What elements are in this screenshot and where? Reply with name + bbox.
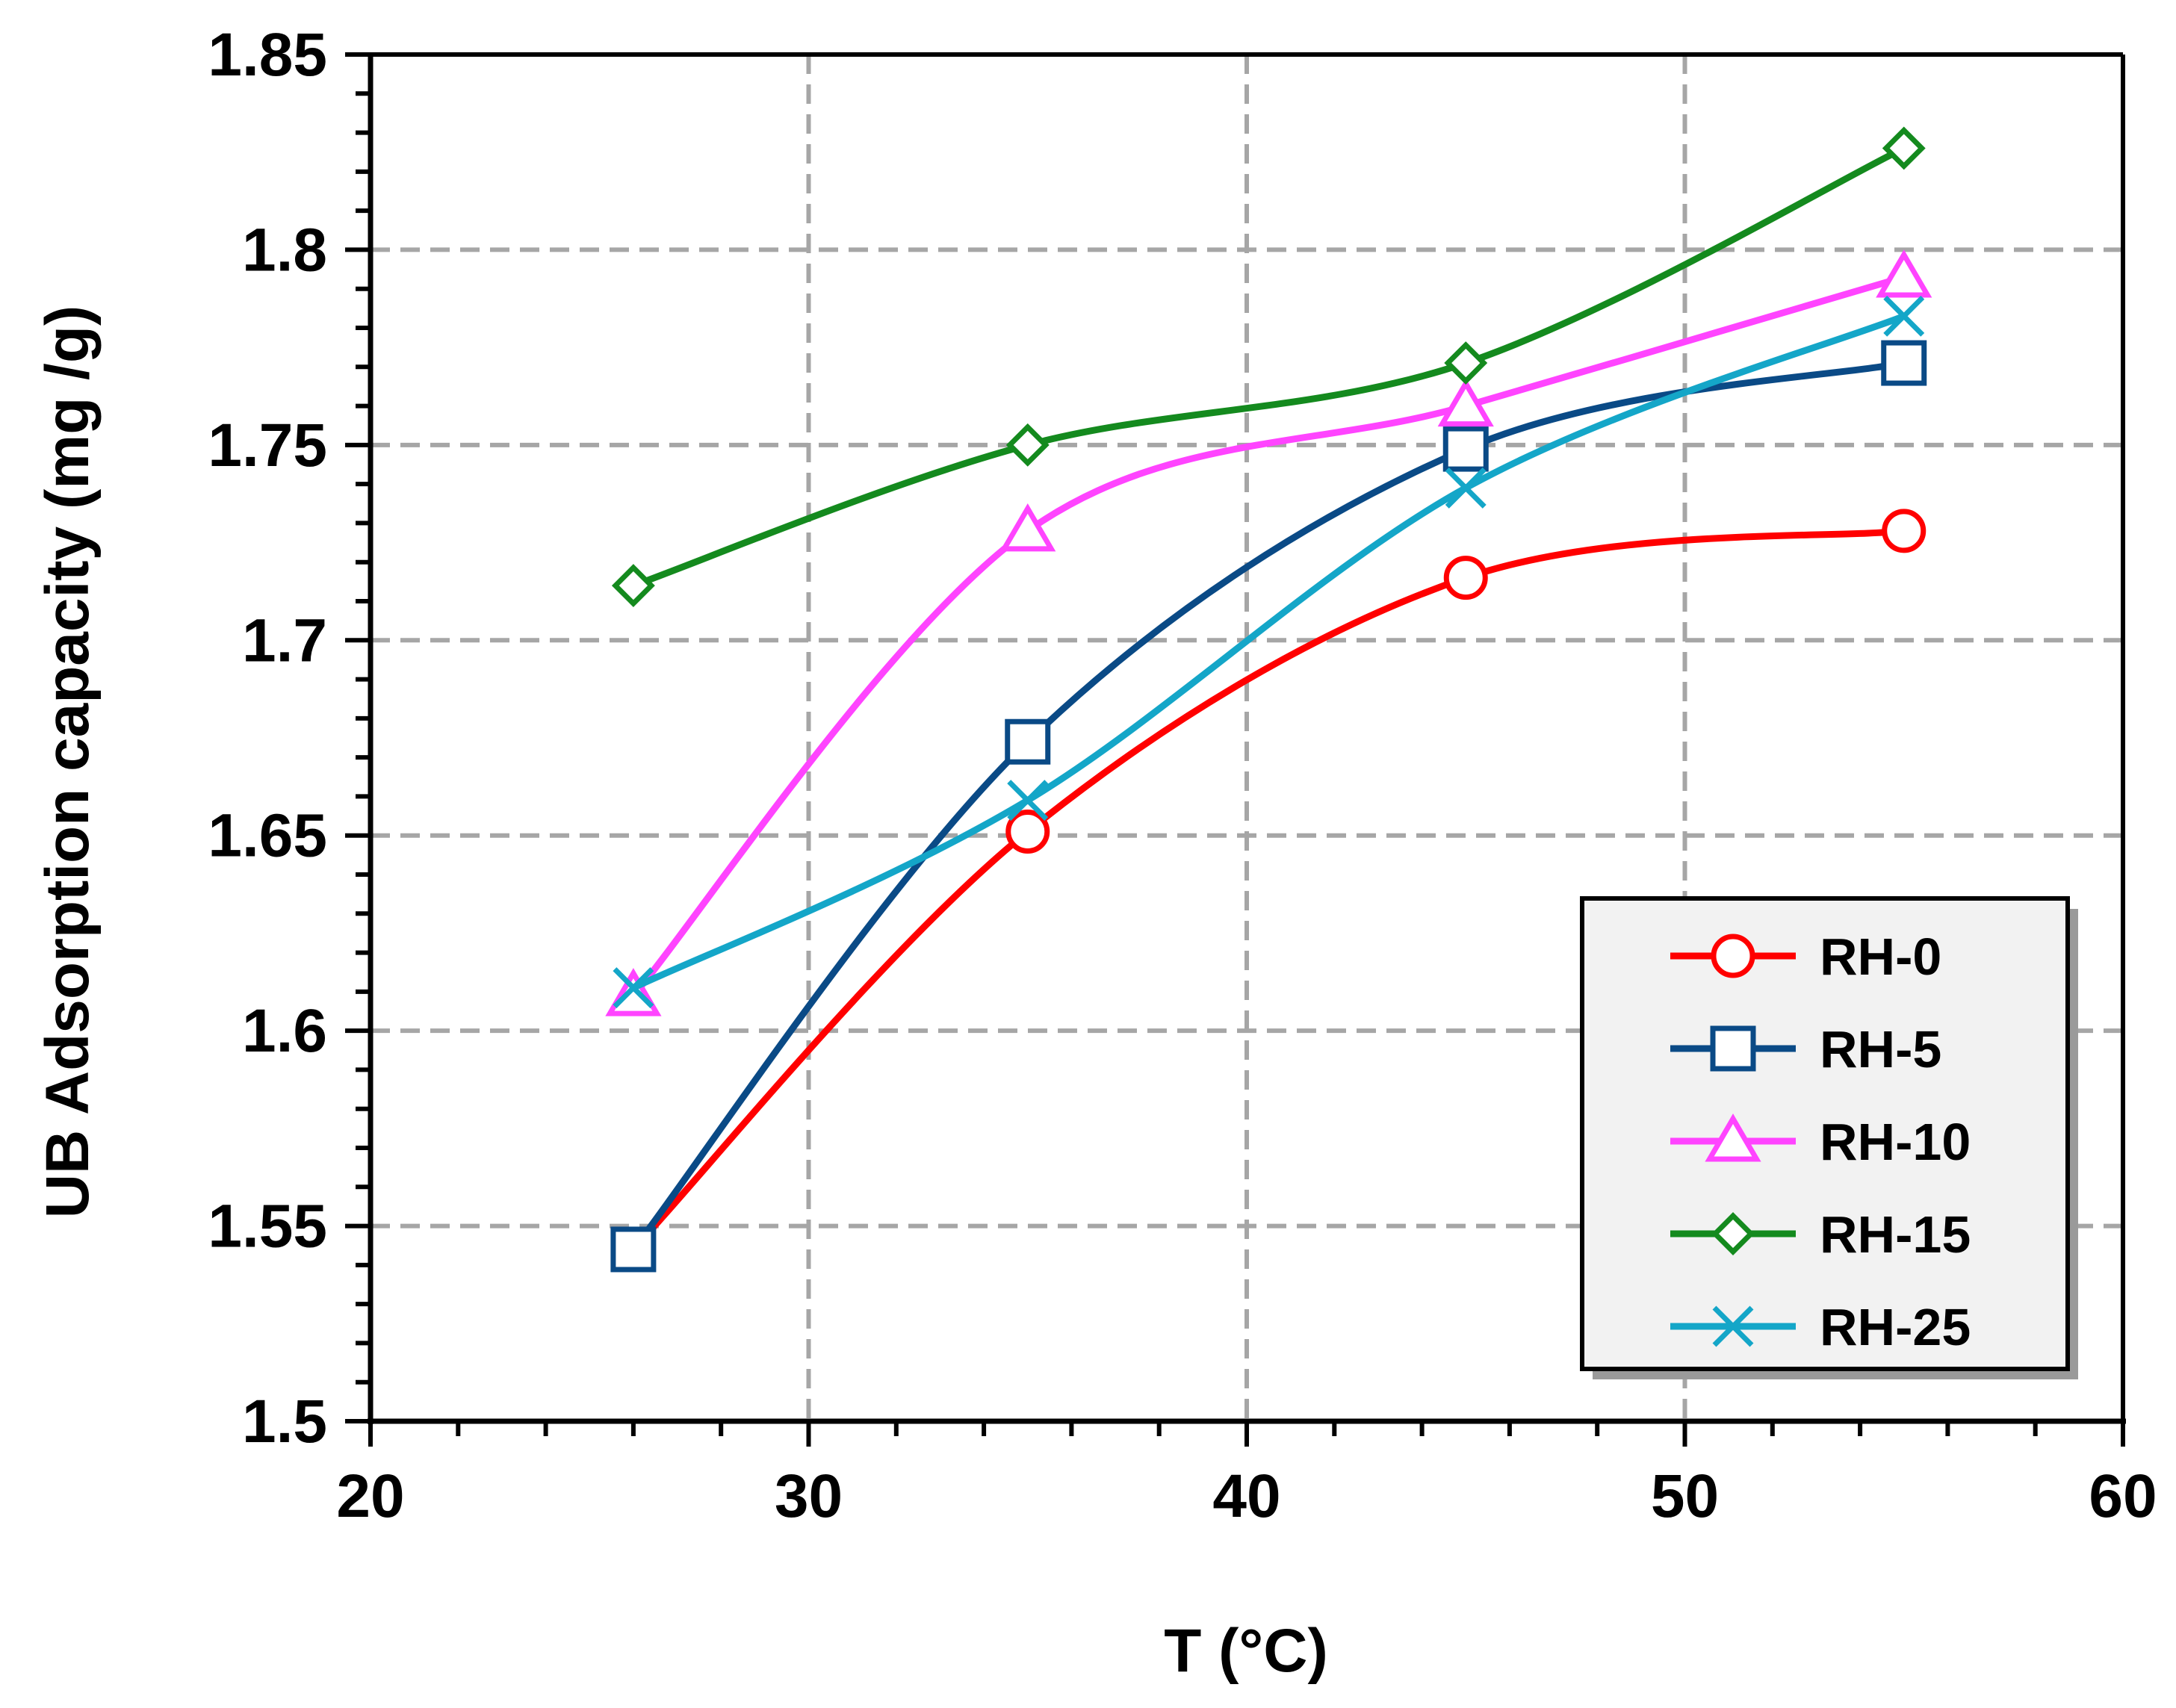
ticks bbox=[345, 52, 2125, 1447]
data-point-rh-25 bbox=[613, 967, 654, 1009]
legend-box bbox=[1580, 896, 2070, 1371]
series-rh-15 bbox=[611, 126, 1926, 608]
x-tick-label: 30 bbox=[775, 1462, 843, 1530]
x-axis-title: T (°C) bbox=[1164, 1617, 1328, 1685]
x-tick-label: 40 bbox=[1212, 1462, 1280, 1530]
data-point-rh-0 bbox=[1882, 509, 1927, 553]
data-point-rh-25 bbox=[1883, 295, 1925, 337]
data-point-rh-5 bbox=[1881, 340, 1927, 386]
data-point-rh-10 bbox=[1437, 378, 1494, 427]
data-point-rh-25 bbox=[1007, 780, 1049, 822]
legend-marker bbox=[1712, 1305, 1754, 1347]
series-rh-10 bbox=[605, 249, 1932, 1016]
data-point-rh-5 bbox=[1005, 718, 1051, 765]
x-tick-label: 60 bbox=[2089, 1462, 2157, 1530]
data-point-rh-5 bbox=[1442, 426, 1489, 472]
data-point-rh-15 bbox=[1005, 423, 1050, 467]
legend-item-rh-10: RH-10 bbox=[1670, 1113, 1971, 1171]
legend-marker bbox=[1705, 1114, 1761, 1162]
series-line-rh-0 bbox=[630, 527, 1908, 1253]
legend-label: RH-5 bbox=[1820, 1020, 1941, 1078]
legend-label: RH-0 bbox=[1820, 928, 1941, 986]
y-tick-label: 1.8 bbox=[242, 216, 327, 284]
legend-item-rh-5: RH-5 bbox=[1670, 1020, 1941, 1078]
legend-marker bbox=[1711, 934, 1755, 978]
legend-marker bbox=[1711, 1212, 1755, 1255]
x-tick-label: 50 bbox=[1651, 1462, 1719, 1530]
legend: RH-0 RH-5 RH-10 RH-15 RH-25 bbox=[1580, 896, 2078, 1379]
y-tick-label: 1.5 bbox=[242, 1388, 327, 1456]
legend-item-rh-25: RH-25 bbox=[1670, 1298, 1971, 1356]
tick-labels: 1.5 1.55 1.6 1.65 1.7 1.75 1.8 1.85 20 30 40 50 60 bbox=[208, 21, 2157, 1530]
y-axis-title: UB Adsorption capacity (mg /g) bbox=[34, 305, 102, 1218]
y-tick-label: 1.7 bbox=[242, 606, 327, 674]
y-tick-label: 1.75 bbox=[208, 412, 327, 479]
data-point-rh-15 bbox=[611, 564, 655, 608]
series-layer bbox=[605, 126, 1932, 1273]
legend-item-rh-0: RH-0 bbox=[1670, 928, 1941, 986]
data-point-rh-10 bbox=[999, 503, 1056, 552]
data-point-rh-15 bbox=[1882, 126, 1926, 170]
data-point-rh-0 bbox=[1443, 556, 1488, 600]
series-line-rh-15 bbox=[630, 144, 1908, 589]
data-point-rh-10 bbox=[605, 968, 662, 1016]
y-tick-label: 1.85 bbox=[208, 21, 327, 89]
y-tick-label: 1.65 bbox=[208, 802, 327, 870]
data-point-rh-15 bbox=[1444, 341, 1488, 385]
legend-marker bbox=[1710, 1025, 1756, 1072]
y-tick-label: 1.6 bbox=[242, 997, 327, 1065]
data-point-rh-0 bbox=[1005, 809, 1050, 854]
series-line-rh-25 bbox=[630, 312, 1908, 992]
data-point-rh-25 bbox=[1445, 467, 1487, 509]
legend-label: RH-15 bbox=[1820, 1205, 1971, 1264]
data-point-rh-10 bbox=[1876, 249, 1932, 298]
y-tick-label: 1.55 bbox=[208, 1193, 327, 1261]
series-line-rh-10 bbox=[630, 273, 1908, 999]
data-point-rh-5 bbox=[610, 1226, 657, 1273]
legend-item-rh-15: RH-15 bbox=[1670, 1205, 1971, 1264]
legend-label: RH-25 bbox=[1820, 1298, 1971, 1356]
x-tick-label: 20 bbox=[336, 1462, 404, 1530]
legend-label: RH-10 bbox=[1820, 1113, 1971, 1171]
series-rh-25 bbox=[613, 295, 1925, 1009]
